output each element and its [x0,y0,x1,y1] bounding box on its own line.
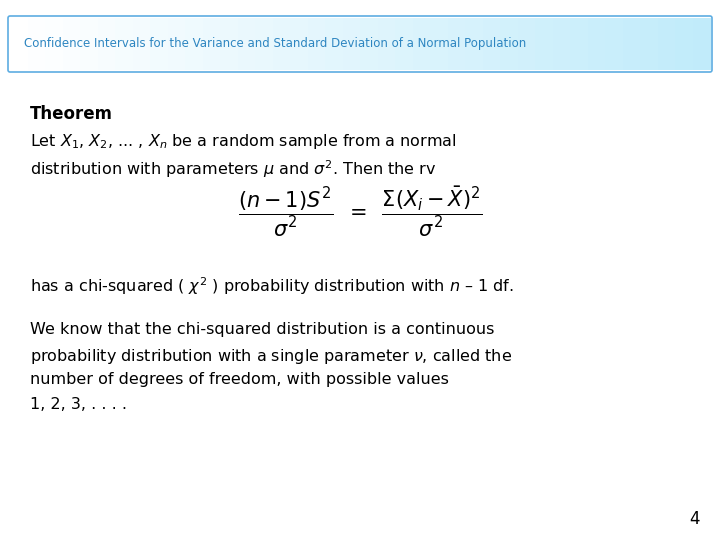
Text: distribution with parameters $\mu$ and $\sigma^2$. Then the rv: distribution with parameters $\mu$ and $… [30,158,436,180]
Bar [202,18,221,70]
Text: 1, 2, 3, . . . .: 1, 2, 3, . . . . [30,397,127,412]
Bar [605,18,624,70]
Bar [535,18,554,70]
Bar [255,18,274,70]
Text: Let $X_1$, $X_2$, ... , $X_n$ be a random sample from a normal: Let $X_1$, $X_2$, ... , $X_n$ be a rando… [30,132,456,151]
Bar [115,18,133,70]
Bar [500,18,518,70]
Text: We know that the chi-squared distribution is a continuous: We know that the chi-squared distributio… [30,322,495,337]
Bar [307,18,326,70]
Text: $\dfrac{(n-1)S^2}{\sigma^2}$$\;\;=\;\;$$\dfrac{\Sigma(X_i - \bar{X})^2}{\sigma^2: $\dfrac{(n-1)S^2}{\sigma^2}$$\;\;=\;\;$$… [238,185,482,239]
Bar [63,18,81,70]
Bar [693,18,711,70]
Bar [588,18,606,70]
Bar [132,18,151,70]
Bar [185,18,204,70]
Bar [623,18,641,70]
Text: has a chi-squared ( $\chi^2$ ) probability distribution with $n$ – 1 df.: has a chi-squared ( $\chi^2$ ) probabili… [30,275,514,296]
Bar [272,18,291,70]
Bar [150,18,168,70]
Text: 4: 4 [690,510,700,528]
Bar [552,18,571,70]
Bar [97,18,116,70]
Text: Theorem: Theorem [30,105,113,123]
Bar [430,18,449,70]
Text: Confidence Intervals for the Variance and Standard Deviation of a Normal Populat: Confidence Intervals for the Variance an… [24,37,526,51]
Bar [657,18,676,70]
Text: probability distribution with a single parameter $\nu$, called the: probability distribution with a single p… [30,347,512,366]
Bar [45,18,63,70]
Text: number of degrees of freedom, with possible values: number of degrees of freedom, with possi… [30,372,449,387]
Bar [168,18,186,70]
Bar [343,18,361,70]
Bar [238,18,256,70]
Bar [395,18,413,70]
Bar [27,18,46,70]
Bar [10,18,29,70]
Bar [465,18,484,70]
Bar [675,18,693,70]
Bar [325,18,343,70]
Bar [80,18,99,70]
Bar [290,18,308,70]
Bar [570,18,588,70]
Bar [377,18,396,70]
Bar [220,18,238,70]
Bar [640,18,659,70]
Bar [448,18,466,70]
Bar [413,18,431,70]
Bar [360,18,379,70]
Bar [518,18,536,70]
Bar [482,18,501,70]
